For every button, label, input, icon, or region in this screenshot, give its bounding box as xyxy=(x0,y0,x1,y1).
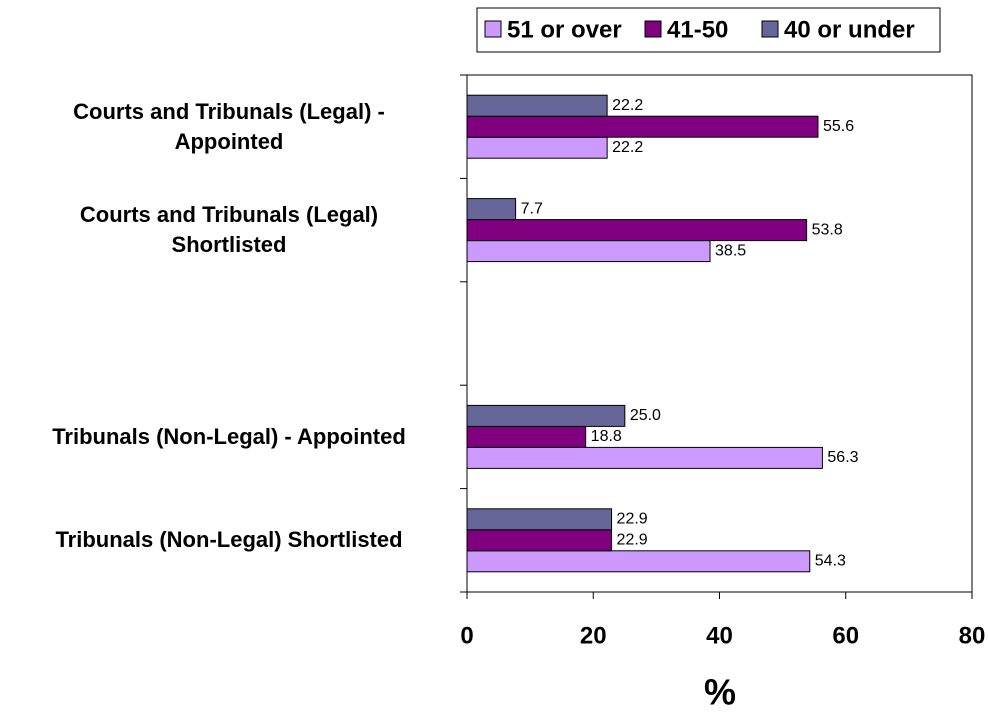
y-tick-label: Tribunals (Non-Legal) Shortlisted xyxy=(55,527,403,553)
bar xyxy=(466,115,819,138)
data-label: 38.5 xyxy=(715,242,746,259)
data-label: 18.8 xyxy=(591,428,622,445)
data-label: 53.8 xyxy=(812,221,843,238)
data-label: 55.6 xyxy=(823,118,854,135)
legend-swatch xyxy=(761,20,779,38)
bar xyxy=(466,219,808,242)
bar xyxy=(466,446,823,469)
data-label: 56.3 xyxy=(827,449,858,466)
legend-label: 51 or over xyxy=(507,16,622,43)
data-label: 22.2 xyxy=(612,139,643,156)
data-label: 22.9 xyxy=(617,532,648,549)
x-tick-label: 80 xyxy=(959,622,986,649)
bar xyxy=(466,198,517,221)
legend-box xyxy=(476,7,941,53)
x-tick-label: 0 xyxy=(460,622,473,649)
legend-swatch xyxy=(644,20,662,38)
y-tick-label: Tribunals (Non-Legal) - Appointed xyxy=(52,423,406,449)
data-label: 22.2 xyxy=(612,97,643,114)
legend-label: 40 or under xyxy=(784,16,915,43)
y-tick-label: Courts and Tribunals (Legal) Shortlisted xyxy=(79,202,379,258)
data-label: 25.0 xyxy=(630,407,661,424)
bar xyxy=(466,529,613,552)
bar xyxy=(466,550,811,573)
bar xyxy=(466,136,608,159)
bar xyxy=(466,404,626,427)
x-axis-label: % xyxy=(704,672,736,713)
x-tick-label: 40 xyxy=(706,622,733,649)
bar xyxy=(466,508,613,531)
x-tick-label: 60 xyxy=(832,622,859,649)
bar xyxy=(466,240,711,263)
legend-label: 41-50 xyxy=(667,16,728,43)
x-tick-label: 20 xyxy=(580,622,607,649)
data-label: 54.3 xyxy=(815,553,846,570)
legend-swatch xyxy=(484,20,502,38)
bar xyxy=(466,425,587,448)
data-label: 7.7 xyxy=(521,200,543,217)
data-label: 22.9 xyxy=(617,511,648,528)
y-tick-label: Courts and Tribunals (Legal) - Appointed xyxy=(73,98,385,154)
bar xyxy=(466,94,608,117)
